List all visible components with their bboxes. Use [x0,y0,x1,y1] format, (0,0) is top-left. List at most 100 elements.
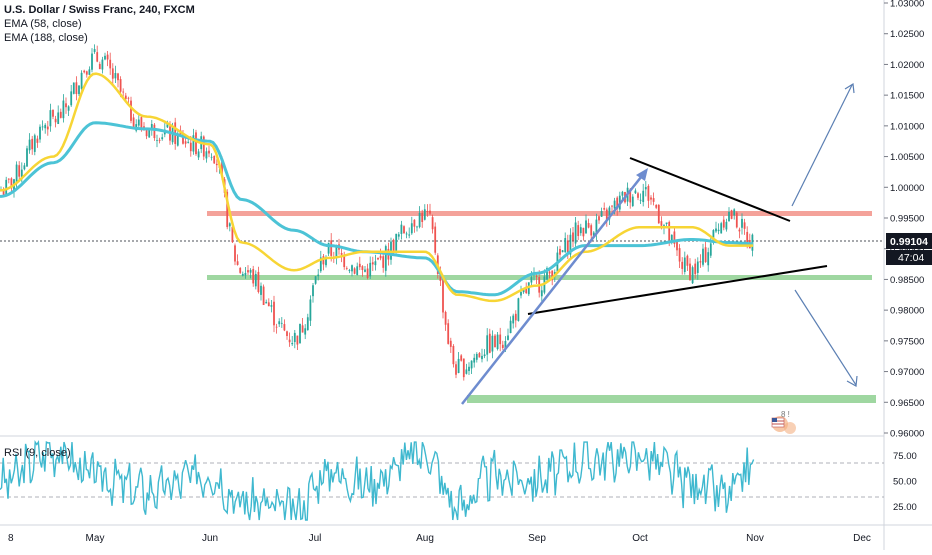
candle-body [655,204,658,208]
triangle-upper-line[interactable] [629,157,791,222]
flag-event-icon[interactable]: 8 ! [771,410,796,434]
candle-body [452,345,455,365]
time-axis[interactable]: 8 May Jun Jul Aug Sep Oct Nov Dec [8,533,871,544]
candle-body [356,266,359,276]
price-tick-label: 1.03000 [890,0,924,10]
ema-fast-line[interactable] [0,72,753,303]
rsi-line[interactable] [0,439,755,521]
target-zone[interactable] [467,395,876,403]
candle-body [379,255,382,259]
candle-body [481,355,483,360]
candle-body [75,82,78,95]
candle-body [676,241,678,251]
candle-body [509,320,512,334]
candle-body [642,190,645,203]
candle-body [358,263,361,268]
candle-body [478,353,481,358]
rsi-tick-label: 75.00 [893,451,917,462]
candle-body [117,73,119,81]
candle-body [59,111,62,118]
candle-body [475,353,478,360]
candle-body [314,276,317,284]
rsi-axis[interactable]: 25.00 50.00 75.00 [893,451,917,513]
countdown-value: 47:04 [898,252,924,264]
price-tick-label: 1.00500 [890,152,924,163]
candle-body [613,200,616,209]
candle-body [696,261,699,273]
downside-arrow-head [846,375,858,387]
triangle-lower-line[interactable] [527,265,828,315]
candle-body [39,126,41,140]
candle-body [260,285,262,295]
candle-body [608,207,611,220]
candle-body [491,335,494,352]
time-tick-label: May [86,533,105,544]
trend-arrow-head [636,168,648,181]
ema-slow-label[interactable]: EMA (188, close) [4,32,88,44]
candle-body [574,222,577,244]
candle-body [361,266,364,271]
candle-body [325,256,327,266]
candle-body [327,242,330,254]
candle-body [244,273,247,276]
downside-arrow[interactable] [794,289,857,386]
candle-body [340,253,343,255]
candle-body [137,119,140,126]
candle-body [686,255,689,266]
candle-body [504,340,507,349]
candle-body [449,340,452,347]
candle-body [309,299,312,321]
candle-body [717,229,720,232]
candle-body [397,234,400,237]
candle-body [330,240,333,256]
candle-body [215,163,218,166]
candle-body [93,49,96,52]
candle-body [262,286,265,306]
candle-body [442,278,444,313]
candle-body [23,165,26,170]
candle-body [278,321,281,325]
candle-body [345,268,348,269]
candle-body [725,221,728,230]
candle-body [395,233,398,252]
candle-body [195,132,197,155]
ema-slow-line[interactable] [0,121,754,297]
symbol-title[interactable]: U.S. Dollar / Swiss Franc, 240, FXCM [4,4,195,16]
candle-body [119,79,122,92]
candle-body [559,248,561,255]
candle-body [548,271,551,274]
price-tick-label: 1.01000 [890,121,924,132]
candles [0,44,754,381]
candle-body [434,226,437,253]
candle-body [83,70,86,73]
candle-body [351,265,353,272]
price-axis[interactable]: 0.96000 0.96500 0.97000 0.97500 0.98000 0.985… [884,0,924,440]
candle-body [689,263,691,281]
candle-body [421,212,424,222]
candle-body [423,209,426,220]
candle-body [455,364,457,375]
candle-body [673,231,676,244]
candle-body [403,226,405,234]
candle-body [660,221,663,226]
candle-body [26,148,28,167]
candle-body [280,322,283,324]
candle-body [743,222,746,229]
resistance-zone[interactable] [207,211,872,216]
candle-body [429,210,431,214]
candle-body [561,250,564,253]
candle-body [293,332,296,343]
trend-arrow[interactable] [461,171,646,405]
upside-arrow[interactable] [791,84,853,207]
price-tick-label: 1.02500 [890,29,924,40]
candle-body [465,369,468,374]
legend: U.S. Dollar / Swiss Franc, 240, FXCM EMA… [4,3,195,45]
candle-body [637,193,639,198]
ema-fast-label[interactable]: EMA (58, close) [4,18,82,30]
candle-body [273,301,275,326]
price-tick-label: 0.99500 [890,214,924,225]
candle-body [512,315,515,324]
rsi-title[interactable]: RSI (9, close) [4,447,71,459]
candle-body [746,231,749,244]
